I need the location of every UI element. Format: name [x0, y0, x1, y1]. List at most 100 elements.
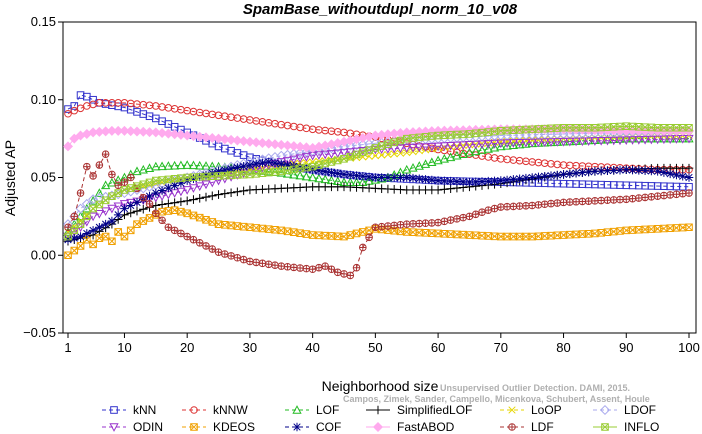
data-point: [144, 163, 155, 172]
data-point: [182, 130, 193, 141]
data-point: [458, 149, 468, 158]
data-point: [414, 174, 424, 184]
data-point: [170, 226, 179, 235]
data-point: [308, 172, 318, 182]
data-point: [239, 186, 248, 196]
data-point: [221, 250, 229, 258]
data-point: [271, 261, 279, 269]
data-point: [295, 141, 306, 152]
data-point: [289, 155, 299, 165]
data-point: [603, 228, 612, 237]
data-point: [308, 265, 317, 273]
data-point: [678, 171, 688, 181]
data-point: [82, 229, 92, 238]
data-point: [189, 174, 198, 184]
data-point: [70, 226, 79, 235]
legend-item-odin: ODIN: [102, 420, 163, 434]
data-point: [490, 232, 499, 241]
data-point: [609, 136, 619, 146]
data-point: [591, 229, 599, 238]
data-point: [314, 151, 324, 160]
data-point: [290, 165, 298, 174]
series-inflo: [64, 122, 693, 241]
data-point: [345, 170, 355, 180]
data-point: [252, 169, 260, 178]
data-point: [352, 229, 361, 238]
data-point: [446, 176, 455, 186]
data-point: [402, 164, 412, 174]
data-point: [138, 164, 148, 174]
data-point: [89, 204, 97, 213]
data-point: [490, 204, 499, 213]
data-point: [584, 167, 593, 177]
data-point: [157, 186, 167, 195]
data-point: [484, 206, 493, 214]
data-point: [502, 139, 512, 148]
data-point: [164, 199, 173, 208]
data-point: [396, 221, 405, 229]
data-point: [483, 144, 493, 153]
data-point: [201, 192, 211, 202]
data-point: [164, 175, 173, 184]
data-point: [239, 151, 248, 159]
data-point: [182, 160, 192, 169]
data-point: [163, 128, 174, 139]
data-point: [540, 171, 550, 181]
data-point: [414, 161, 424, 170]
data-point: [119, 125, 130, 136]
data-point: [145, 178, 154, 187]
data-point: [133, 220, 141, 228]
legend-label: LOF: [316, 403, 339, 417]
data-point: [421, 219, 430, 227]
data-point: [170, 198, 179, 207]
data-point: [283, 166, 292, 175]
x-tick-label: 40: [305, 340, 319, 355]
data-point: [408, 143, 418, 153]
data-point: [446, 152, 456, 162]
data-point: [219, 134, 230, 145]
data-point: [453, 142, 461, 150]
data-point: [164, 183, 173, 193]
data-point: [314, 166, 324, 175]
data-point: [427, 157, 437, 167]
data-point: [433, 176, 443, 185]
data-point: [114, 228, 122, 236]
data-point: [478, 128, 486, 137]
data-point: [194, 131, 205, 142]
data-point: [621, 165, 631, 175]
data-point: [163, 161, 173, 170]
data-point: [402, 220, 411, 228]
x-tick-label: 60: [431, 340, 445, 355]
data-point: [428, 219, 436, 227]
data-point: [264, 157, 274, 167]
data-point: [188, 184, 199, 193]
data-point: [409, 220, 417, 228]
data-point: [295, 170, 305, 180]
data-point: [684, 163, 694, 173]
data-point: [258, 169, 267, 177]
data-point: [340, 155, 348, 163]
data-point: [596, 166, 606, 176]
data-point: [138, 126, 149, 137]
data-point: [176, 187, 186, 197]
data-point: [365, 146, 373, 154]
data-point: [232, 135, 243, 146]
legend-label: KDEOS: [213, 420, 255, 434]
data-point: [139, 193, 148, 202]
data-point: [195, 182, 205, 192]
data-point: [396, 173, 405, 182]
data-point: [320, 167, 330, 176]
data-point: [359, 148, 367, 157]
data-point: [558, 137, 569, 147]
data-point: [214, 190, 223, 199]
data-point: [508, 423, 516, 431]
data-point: [420, 143, 431, 152]
data-point: [277, 262, 286, 270]
data-point: [377, 173, 387, 183]
data-point: [302, 164, 311, 173]
data-point: [183, 232, 191, 241]
y-tick-label: 0.10: [31, 92, 56, 107]
data-point: [440, 176, 449, 186]
data-point: [553, 199, 562, 207]
data-point: [188, 160, 199, 170]
